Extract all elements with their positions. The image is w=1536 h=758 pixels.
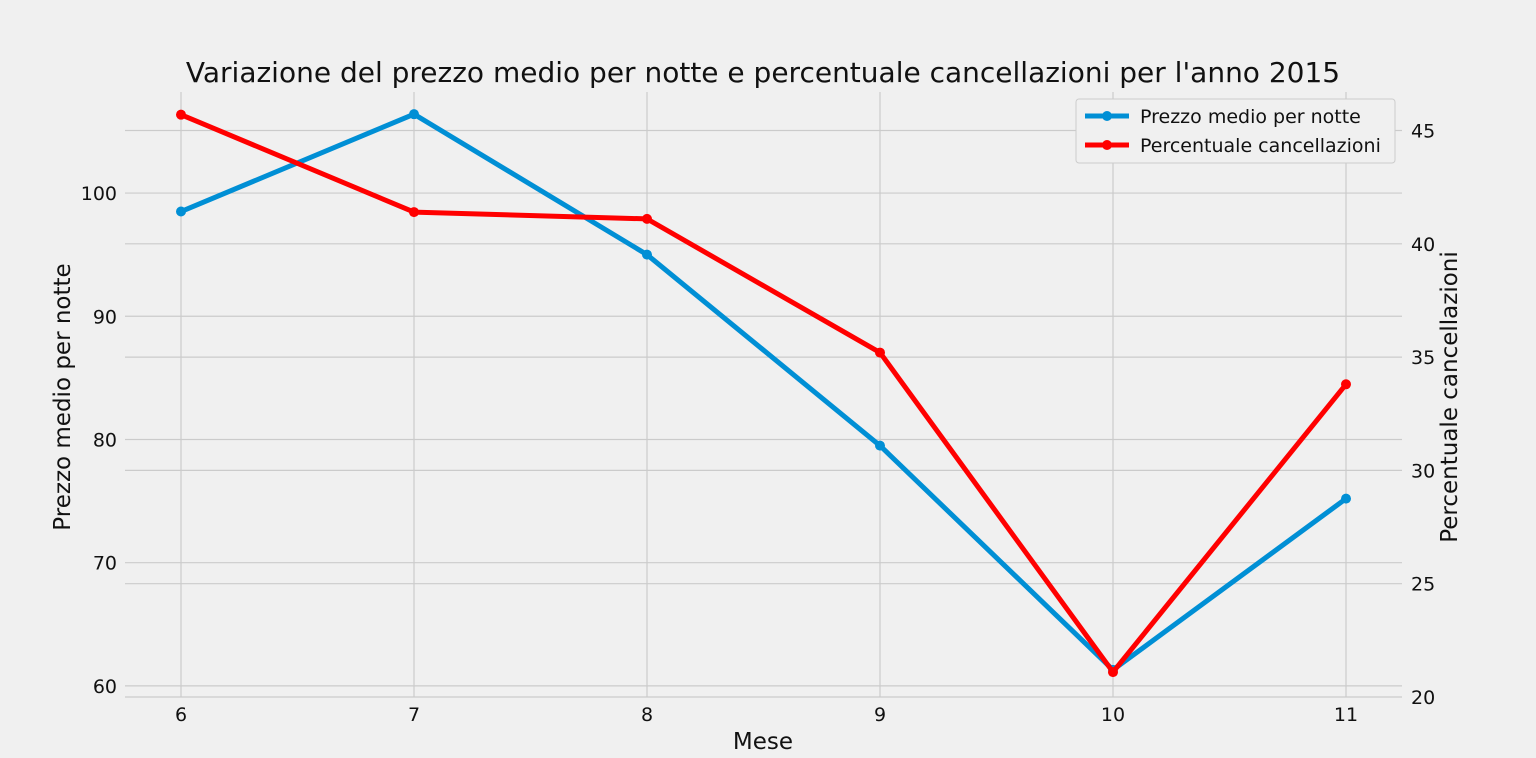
x-tick-label: 9	[874, 704, 886, 726]
data-point-0	[409, 109, 419, 120]
x-axis-title: Mese	[733, 729, 793, 754]
x-tick-label: 8	[641, 704, 653, 726]
tick-labels: 6 7 8 9 10 11 60 70 80 90 100 20 25 30 35 40 45	[81, 121, 1435, 726]
x-tick-label: 7	[408, 704, 420, 726]
data-point-1	[1341, 379, 1351, 390]
series-line-1	[178, 112, 1349, 675]
y-right-tick-label: 45	[1411, 121, 1435, 143]
y-left-tick-label: 60	[93, 676, 117, 698]
data-point-0	[176, 206, 186, 217]
data-point-0	[875, 440, 885, 451]
y-left-tick-label: 90	[93, 306, 117, 328]
chart-title: Variazione del prezzo medio per notte e …	[186, 56, 1340, 89]
x-tick-label: 6	[175, 704, 187, 726]
y-right-tick-label: 40	[1411, 234, 1435, 256]
series-lines	[176, 109, 1351, 678]
data-point-1	[642, 213, 652, 224]
data-point-0	[1341, 493, 1351, 504]
y-left-tick-label: 100	[81, 183, 117, 205]
legend-box	[1075, 98, 1396, 164]
y-right-tick-label: 20	[1411, 687, 1435, 709]
y-right-tick-label: 35	[1411, 347, 1435, 369]
legend-marker-prezzo	[1102, 111, 1112, 121]
y-right-tick-label: 30	[1411, 460, 1435, 482]
grid-lines	[125, 92, 1402, 698]
y-axis-left-title: Prezzo medio per notte	[50, 263, 76, 530]
y-left-tick-label: 70	[93, 553, 117, 575]
x-tick-label: 11	[1334, 704, 1358, 726]
data-point-0	[642, 249, 652, 260]
legend-marker-cancellazioni	[1102, 140, 1112, 150]
data-point-1	[176, 109, 186, 120]
data-point-1	[409, 207, 419, 218]
series-line-0	[178, 111, 1349, 673]
x-tick-label: 10	[1101, 704, 1125, 726]
legend: Prezzo medio per notte Percentuale cance…	[1075, 98, 1396, 164]
data-point-1	[1108, 667, 1118, 678]
legend-label-cancellazioni: Percentuale cancellazioni	[1140, 135, 1381, 157]
legend-label-prezzo: Prezzo medio per notte	[1140, 106, 1361, 128]
data-point-1	[875, 347, 885, 358]
y-axis-right-title: Percentuale cancellazioni	[1437, 251, 1463, 543]
y-left-tick-label: 80	[93, 429, 117, 451]
y-right-tick-label: 25	[1411, 574, 1435, 596]
